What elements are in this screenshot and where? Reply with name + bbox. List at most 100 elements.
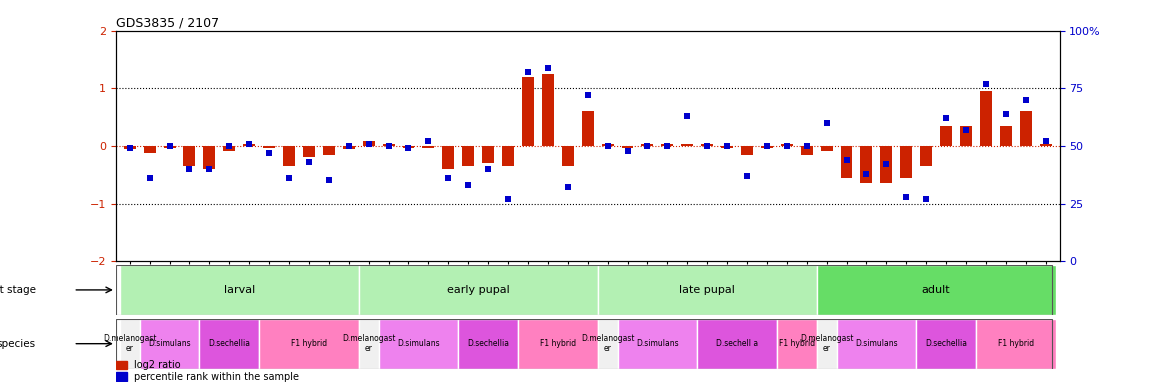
Point — [538, 65, 557, 71]
Point — [677, 113, 696, 119]
Bar — [681, 144, 694, 146]
Text: D.simulans: D.simulans — [855, 339, 897, 348]
Bar — [702, 144, 713, 146]
Point — [997, 111, 1016, 117]
Point — [200, 166, 219, 172]
Point — [300, 159, 318, 165]
Point — [439, 175, 457, 181]
Point — [120, 145, 139, 151]
Bar — [900, 146, 913, 177]
Bar — [976, 319, 1056, 369]
Bar — [518, 319, 598, 369]
Bar — [283, 146, 295, 166]
Point — [818, 120, 836, 126]
Text: D.melanogast
er: D.melanogast er — [342, 334, 395, 353]
Bar — [821, 146, 833, 151]
Point — [419, 138, 438, 144]
Point — [757, 143, 776, 149]
Bar — [598, 319, 617, 369]
Bar — [462, 146, 474, 166]
Text: D.melanogast
er: D.melanogast er — [800, 334, 853, 353]
Bar — [362, 141, 375, 146]
Bar — [116, 372, 127, 381]
Text: species: species — [0, 339, 36, 349]
Bar — [617, 319, 697, 369]
Bar — [999, 126, 1012, 146]
Bar — [119, 319, 140, 369]
Bar — [204, 146, 215, 169]
Point — [957, 127, 975, 133]
Bar — [721, 146, 733, 148]
Point — [1036, 138, 1055, 144]
Text: development stage: development stage — [0, 285, 36, 295]
Text: F1 hybrid: F1 hybrid — [778, 339, 815, 348]
Point — [578, 92, 598, 98]
Bar — [741, 146, 753, 154]
Bar — [116, 361, 127, 369]
Bar — [761, 146, 772, 148]
Bar — [960, 126, 972, 146]
Point — [259, 150, 278, 156]
Bar — [243, 144, 255, 146]
Bar — [836, 319, 916, 369]
Text: GDS3835 / 2107: GDS3835 / 2107 — [116, 17, 219, 30]
Point — [798, 143, 816, 149]
Bar — [816, 319, 836, 369]
Bar — [140, 319, 199, 369]
Bar — [581, 111, 594, 146]
Bar — [562, 146, 573, 166]
Bar — [124, 146, 135, 149]
Point — [181, 166, 199, 172]
Bar — [323, 146, 335, 154]
Bar — [343, 146, 354, 149]
Point — [658, 143, 676, 149]
Bar — [940, 126, 952, 146]
Point — [917, 196, 936, 202]
Point — [359, 141, 378, 147]
Point — [777, 143, 796, 149]
Bar — [980, 91, 992, 146]
Text: adult: adult — [922, 285, 951, 295]
Bar — [163, 146, 176, 147]
Point — [618, 147, 637, 154]
Bar — [522, 77, 534, 146]
Bar — [642, 144, 653, 146]
Bar — [442, 146, 454, 169]
Point — [857, 170, 875, 177]
Text: F1 hybrid: F1 hybrid — [291, 339, 327, 348]
Bar — [622, 146, 633, 148]
Bar — [359, 319, 379, 369]
Point — [638, 143, 657, 149]
Bar — [860, 146, 872, 184]
Text: D.melanogast
er: D.melanogast er — [103, 334, 156, 353]
Bar — [303, 146, 315, 157]
Point — [976, 81, 995, 87]
Point — [499, 196, 518, 202]
Text: D.sechellia: D.sechellia — [467, 339, 510, 348]
Text: D.sechellia: D.sechellia — [208, 339, 250, 348]
Bar — [379, 319, 459, 369]
Point — [280, 175, 299, 181]
Text: late pupal: late pupal — [680, 285, 735, 295]
Bar — [403, 146, 415, 148]
Bar — [223, 146, 235, 151]
Point — [380, 143, 398, 149]
Point — [738, 173, 756, 179]
Bar — [816, 265, 1056, 315]
Text: early pupal: early pupal — [447, 285, 510, 295]
Bar — [921, 146, 932, 166]
Bar — [503, 146, 514, 166]
Bar — [119, 265, 359, 315]
Point — [698, 143, 717, 149]
Point — [220, 143, 239, 149]
Bar — [423, 146, 434, 148]
Point — [599, 143, 617, 149]
Bar — [1020, 111, 1032, 146]
Point — [459, 182, 477, 188]
Point — [140, 175, 159, 181]
Point — [558, 184, 577, 190]
Point — [400, 145, 418, 151]
Point — [320, 177, 338, 184]
Point — [837, 157, 856, 163]
Point — [937, 115, 955, 121]
